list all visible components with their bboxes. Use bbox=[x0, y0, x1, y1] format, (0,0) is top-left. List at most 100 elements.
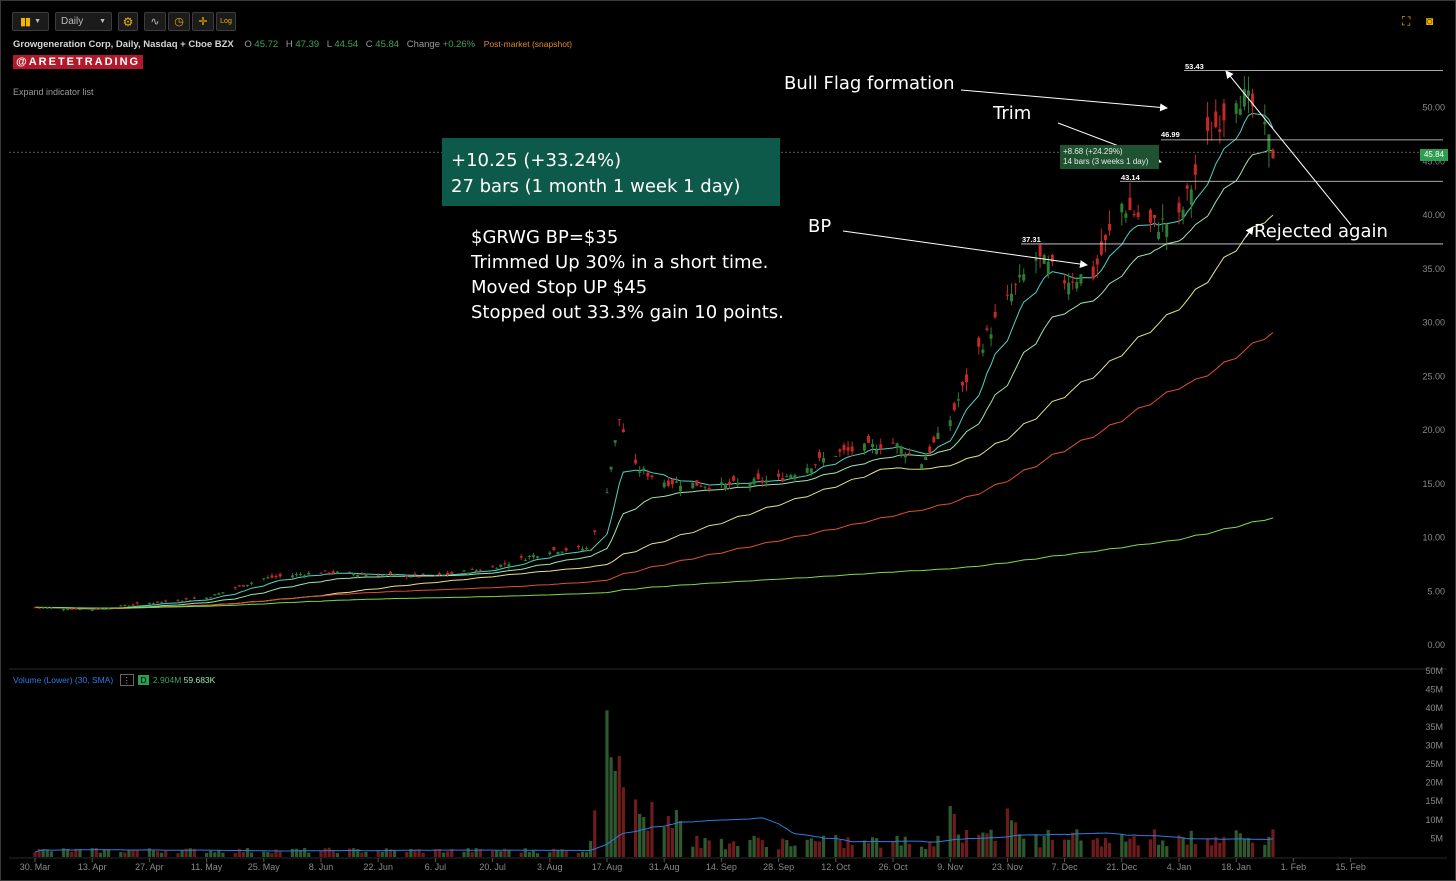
volume-bar bbox=[932, 846, 936, 857]
volume-bar bbox=[1152, 829, 1157, 857]
candle-body bbox=[617, 419, 621, 421]
volume-bar bbox=[1242, 838, 1246, 857]
candle-body bbox=[107, 608, 111, 610]
volume-bar bbox=[1136, 845, 1140, 857]
candle-body bbox=[1018, 274, 1022, 278]
candle-body bbox=[245, 584, 249, 586]
volume-bar bbox=[1009, 820, 1014, 857]
candle-body bbox=[213, 594, 217, 596]
candle-body bbox=[1014, 284, 1018, 286]
high-value: 47.39 bbox=[295, 39, 320, 50]
candle-body bbox=[564, 548, 568, 551]
volume-bar bbox=[1246, 838, 1251, 857]
bull-flag-arrow bbox=[960, 89, 1168, 112]
volume-bar bbox=[74, 848, 78, 857]
volume-bar bbox=[446, 851, 450, 857]
volume-bar bbox=[221, 852, 225, 857]
interval-select[interactable]: Daily ▼ bbox=[55, 12, 112, 31]
expand-indicator-link[interactable]: Expand indicator list bbox=[13, 87, 94, 97]
volume-menu-icon[interactable]: ⋮ bbox=[119, 674, 135, 686]
candle-body bbox=[891, 442, 895, 444]
volume-bar bbox=[1107, 842, 1112, 857]
legend-line: Growgeneration Corp, Daily, Nasdaq + Cbo… bbox=[13, 39, 572, 50]
volume-value: 2.904M bbox=[152, 675, 182, 685]
price-tick-label: 15.00 bbox=[1422, 479, 1445, 489]
settings-button[interactable]: ⚙ bbox=[118, 12, 138, 31]
x-tick-label: 28. Sep bbox=[763, 862, 794, 872]
candle-body bbox=[785, 476, 789, 478]
volume-bar bbox=[764, 846, 768, 857]
post-market-label: Post-market (snapshot) bbox=[483, 39, 573, 49]
candle-body bbox=[936, 432, 940, 439]
volume-bar bbox=[66, 849, 70, 857]
log-scale-button[interactable]: Log bbox=[216, 12, 236, 31]
candle-body bbox=[1124, 213, 1128, 218]
volume-tick-label: 45M bbox=[1425, 685, 1443, 695]
measure-small-line2: 14 bars (3 weeks 1 day) bbox=[1063, 157, 1149, 166]
camera-icon[interactable]: ◙ bbox=[1426, 14, 1434, 28]
volume-bar bbox=[1132, 836, 1136, 857]
candle-body bbox=[241, 584, 245, 587]
bull-flag-label: Bull Flag formation bbox=[784, 73, 955, 94]
candle-body bbox=[842, 444, 846, 451]
volume-bar bbox=[90, 848, 94, 857]
crosshair-button[interactable]: ✛ bbox=[192, 12, 214, 31]
volume-bar bbox=[699, 848, 703, 857]
candle-body bbox=[621, 429, 625, 433]
volume-bar bbox=[245, 848, 250, 857]
volume-bar bbox=[188, 848, 192, 857]
x-tick-label: 22. Jun bbox=[363, 862, 393, 872]
candle-body bbox=[409, 576, 413, 578]
volume-bar bbox=[1234, 830, 1238, 857]
volume-bar bbox=[290, 848, 294, 857]
volume-bar bbox=[233, 852, 237, 857]
candle-body bbox=[294, 574, 298, 576]
indicators-button[interactable]: ∿ bbox=[144, 12, 166, 31]
volume-bar bbox=[1214, 836, 1218, 857]
candle-body bbox=[822, 457, 826, 463]
volume-bar bbox=[155, 851, 160, 857]
volume-bar bbox=[380, 851, 384, 857]
candle-body bbox=[450, 572, 454, 574]
volume-bar bbox=[307, 852, 311, 857]
candle-body bbox=[613, 440, 617, 443]
fullscreen-icon[interactable]: ⛶ bbox=[1402, 14, 1411, 28]
candle-body bbox=[393, 574, 397, 576]
candle-body bbox=[360, 574, 364, 576]
chart-type-button[interactable]: ▮▮ ▼ bbox=[12, 12, 49, 31]
candle-body bbox=[307, 572, 311, 575]
volume-bar bbox=[384, 848, 388, 857]
candle-body bbox=[470, 568, 474, 570]
volume-bar bbox=[924, 849, 928, 857]
x-tick-label: 14. Sep bbox=[706, 862, 737, 872]
candle-body bbox=[1157, 231, 1161, 239]
volume-bar bbox=[977, 834, 981, 857]
volume-bar bbox=[45, 849, 49, 857]
volume-bar bbox=[584, 852, 589, 857]
candle-body bbox=[736, 482, 740, 485]
volume-bar bbox=[531, 850, 536, 857]
candle-body bbox=[274, 576, 278, 578]
candle-body bbox=[160, 601, 164, 603]
price-mark-high: 53.43 bbox=[1185, 62, 1204, 71]
clock-button[interactable]: ◷ bbox=[168, 12, 190, 31]
volume-bar bbox=[634, 799, 638, 857]
volume-bar bbox=[895, 835, 899, 857]
candle-body bbox=[1242, 88, 1246, 107]
volume-bar bbox=[1018, 834, 1022, 857]
candle-body bbox=[123, 605, 127, 607]
candle-body bbox=[156, 601, 160, 603]
volume-bar bbox=[642, 817, 646, 857]
candle-body bbox=[1234, 103, 1238, 114]
price-tick-label: 35.00 bbox=[1422, 264, 1445, 274]
ema-mid-line bbox=[35, 149, 1274, 609]
volume-bar bbox=[748, 840, 752, 857]
candle-body bbox=[634, 459, 638, 464]
volume-bar bbox=[862, 840, 866, 857]
volume-bar bbox=[760, 840, 764, 857]
volume-sma-line bbox=[34, 817, 1274, 853]
candle-body bbox=[266, 577, 270, 579]
volume-bar bbox=[262, 851, 266, 857]
candle-body bbox=[1148, 209, 1152, 223]
